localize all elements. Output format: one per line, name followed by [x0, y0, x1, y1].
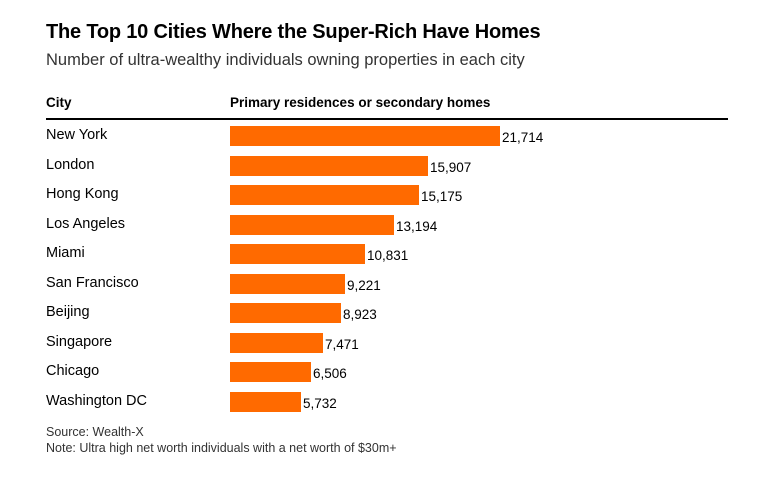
bar	[230, 332, 323, 353]
bar	[230, 155, 428, 176]
bar	[230, 126, 500, 146]
bar	[230, 273, 345, 294]
bar	[230, 244, 365, 264]
city-label: Los Angeles	[46, 215, 126, 232]
city-label: Beijing	[46, 304, 90, 320]
city-label: Hong Kong	[46, 186, 119, 202]
city-label: Miami	[46, 245, 85, 261]
bar-value-label: 10,831	[367, 248, 409, 263]
bar-value-label: 21,714	[502, 130, 544, 145]
city-label: Chicago	[46, 363, 100, 379]
city-label: New York	[46, 127, 108, 143]
bar	[230, 185, 419, 205]
bar-value-label: 5,732	[303, 395, 337, 411]
bar-value-label: 15,907	[430, 159, 472, 175]
bar	[230, 391, 301, 412]
header-divider	[46, 118, 728, 120]
bar-value-label: 9,221	[347, 277, 381, 293]
bar-value-label: 13,194	[396, 218, 438, 234]
footnote: Note: Ultra high net worth individuals w…	[46, 441, 397, 455]
bar-value-label: 6,506	[313, 366, 347, 381]
source-note: Source: Wealth-X	[46, 425, 144, 439]
bar	[230, 214, 394, 235]
city-label: London	[46, 156, 95, 173]
city-label: Singapore	[46, 333, 113, 350]
city-column-header: City	[46, 95, 72, 110]
chart-subtitle: Number of ultra-wealthy individuals owni…	[46, 51, 525, 69]
bar-value-label: 15,175	[421, 189, 463, 204]
city-label: San Francisco	[46, 274, 139, 291]
chart-title: The Top 10 Cities Where the Super-Rich H…	[46, 21, 541, 43]
bar	[230, 362, 311, 382]
city-label: Washington DC	[46, 392, 148, 409]
value-column-header: Primary residences or secondary homes	[230, 95, 491, 110]
bar	[230, 303, 341, 323]
bar-value-label: 7,471	[325, 336, 359, 352]
bar-value-label: 8,923	[343, 307, 377, 322]
